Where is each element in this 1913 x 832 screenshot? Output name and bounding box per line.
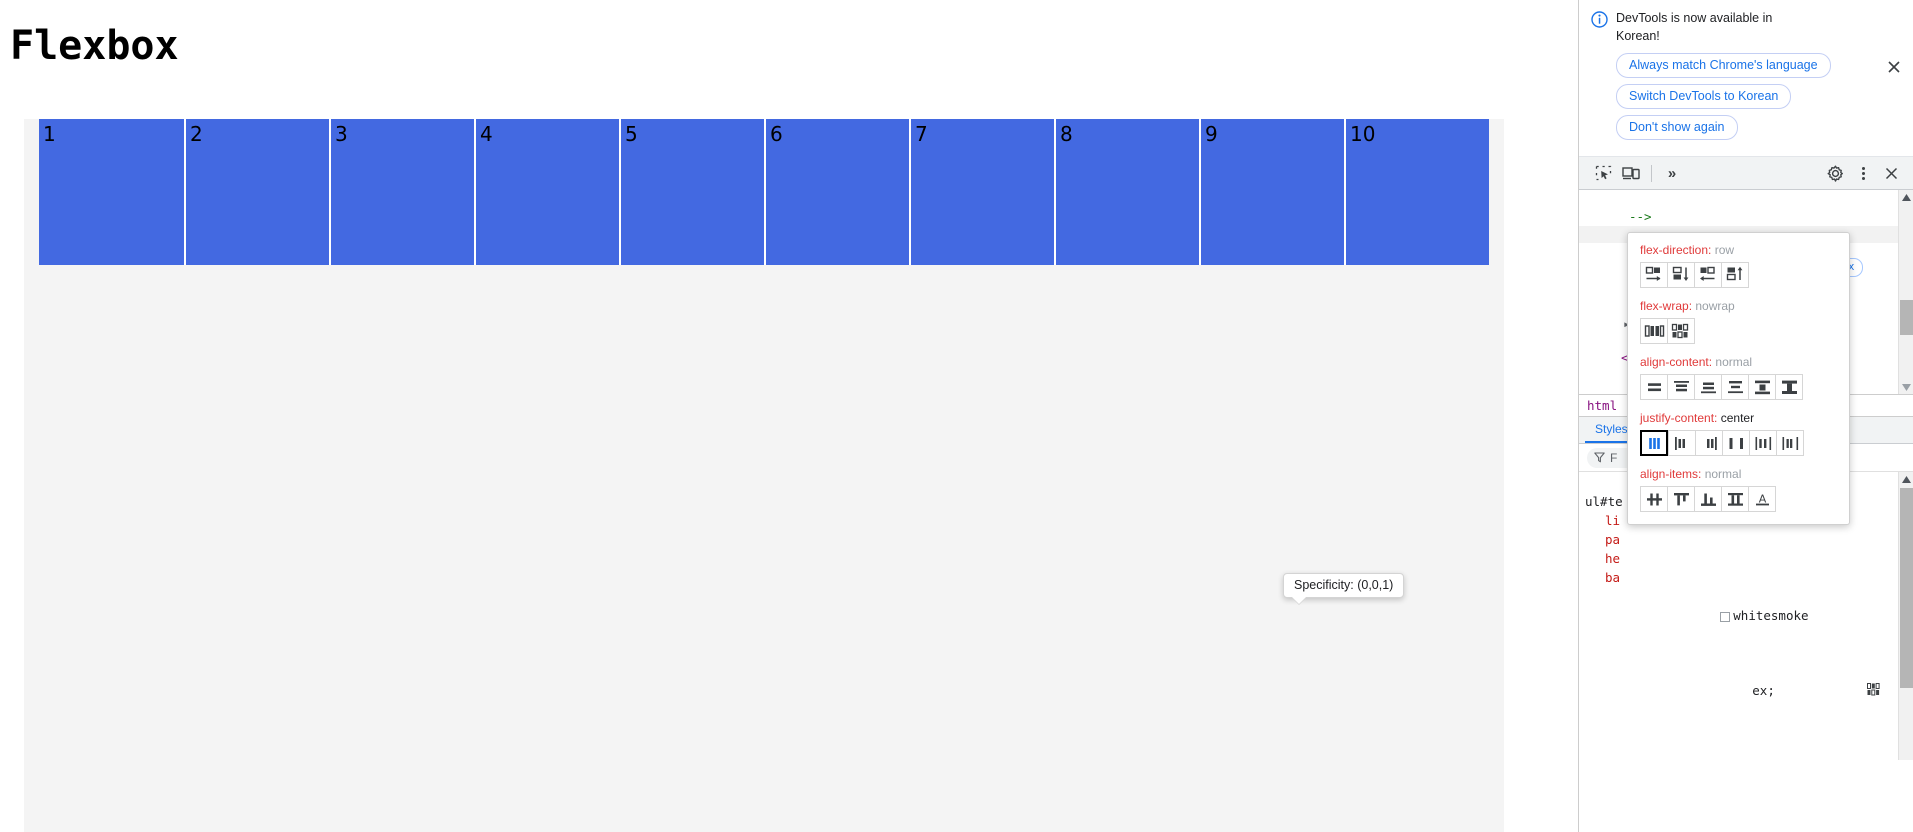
toolbar-divider	[1651, 164, 1652, 182]
filter-placeholder-text: F	[1610, 450, 1618, 465]
flex-wrap-label: flex-wrap: nowrap	[1640, 299, 1735, 313]
flex-direction-options	[1640, 262, 1837, 288]
align-content-space-between-icon[interactable]	[1748, 374, 1776, 400]
flex-direction-column-reverse-icon[interactable]	[1721, 262, 1749, 288]
flex-item: 5	[619, 119, 764, 265]
flex-item: 10	[1344, 119, 1489, 265]
flexbox-editor-popup[interactable]: flex-direction: row	[1627, 232, 1850, 525]
devtools-toolbar: »	[1579, 157, 1913, 190]
inspect-element-icon[interactable]	[1589, 160, 1617, 186]
info-circle-icon	[1591, 11, 1608, 28]
flex-item: 1	[39, 119, 184, 265]
css-declaration-justify-content[interactable]: ent: center;	[1585, 739, 1913, 760]
flex-item: 4	[474, 119, 619, 265]
flex-wrap-wrap-icon[interactable]	[1667, 318, 1695, 344]
close-icon[interactable]	[1885, 58, 1903, 76]
dom-line-comment-partial	[1579, 192, 1913, 209]
align-items-baseline-icon[interactable]: A	[1748, 486, 1776, 512]
css-declaration-background[interactable]: whitesmoke	[1585, 587, 1913, 644]
styles-scroll-thumb[interactable]	[1900, 488, 1913, 688]
flex-editor-group-flex-direction: flex-direction: row	[1640, 243, 1837, 288]
infobar-body: DevTools is now available in Korean! Alw…	[1616, 9, 1903, 146]
align-content-stretch-icon[interactable]	[1775, 374, 1803, 400]
more-tabs-button[interactable]: »	[1667, 164, 1677, 182]
justify-content-space-evenly-icon[interactable]	[1776, 430, 1804, 456]
styles-scrollbar[interactable]	[1898, 472, 1913, 760]
justify-content-options	[1640, 430, 1837, 456]
flex-item: 6	[764, 119, 909, 265]
css-declaration-display[interactable]: ex;	[1585, 644, 1913, 739]
justify-content-space-around-icon[interactable]	[1749, 430, 1777, 456]
align-items-stretch-icon[interactable]	[1721, 486, 1749, 512]
flexbox-editor-icon[interactable]	[1777, 663, 1880, 720]
flex-direction-column-icon[interactable]	[1667, 262, 1695, 288]
svg-text:A: A	[1758, 492, 1766, 505]
align-content-label: align-content: normal	[1640, 355, 1753, 369]
device-toolbar-icon[interactable]	[1617, 160, 1645, 186]
dom-line-comment-end: -->	[1629, 209, 1652, 224]
flex-editor-group-align-items: align-items: normal	[1640, 467, 1837, 512]
switch-devtools-to-korean-button[interactable]: Switch DevTools to Korean	[1616, 84, 1792, 109]
dom-tree-scroll-thumb[interactable]	[1900, 300, 1913, 335]
filter-icon	[1594, 452, 1605, 463]
justify-content-space-between-icon[interactable]	[1722, 430, 1750, 456]
flex-item: 7	[909, 119, 1054, 265]
breadcrumb-item-html[interactable]: html	[1587, 398, 1618, 413]
dont-show-again-button[interactable]: Don't show again	[1616, 115, 1738, 140]
flex-editor-group-justify-content: justify-content: center	[1640, 411, 1837, 456]
align-items-options: A	[1640, 486, 1837, 512]
flex-item: 8	[1054, 119, 1199, 265]
flex-direction-row-icon[interactable]	[1640, 262, 1668, 288]
more-options-icon[interactable]	[1849, 160, 1877, 186]
tab-styles[interactable]: Styles	[1585, 417, 1638, 443]
flex-item: 2	[184, 119, 329, 265]
css-rule-ul-test[interactable]: ul#te li pa he ba whitesmoke ex;	[1579, 472, 1913, 760]
always-match-chrome-language-button[interactable]: Always match Chrome's language	[1616, 53, 1831, 78]
infobar-message: DevTools is now available in Korean!	[1616, 11, 1773, 43]
align-content-center-icon[interactable]	[1640, 374, 1668, 400]
flex-direction-row-reverse-icon[interactable]	[1694, 262, 1722, 288]
page-viewport: Flexbox 1 2 3 4 5 6 7 8 9 10	[10, 23, 1504, 832]
justify-content-flex-start-icon[interactable]	[1668, 430, 1696, 456]
justify-content-flex-end-icon[interactable]	[1695, 430, 1723, 456]
flex-item: 9	[1199, 119, 1344, 265]
align-content-flex-start-icon[interactable]	[1667, 374, 1695, 400]
dom-line-expand-row[interactable]: ▸	[1579, 316, 1913, 333]
justify-content-label: justify-content: center	[1640, 411, 1755, 425]
css-declaration[interactable]: li	[1605, 513, 1621, 528]
specificity-tooltip: Specificity: (0,0,1)	[1283, 573, 1405, 598]
align-items-flex-end-icon[interactable]	[1694, 486, 1722, 512]
css-declaration[interactable]: he	[1605, 551, 1621, 566]
flex-container: 1 2 3 4 5 6 7 8 9 10	[24, 119, 1504, 265]
dom-tree-scrollbar[interactable]	[1898, 190, 1913, 394]
scroll-down-arrow-icon[interactable]	[1899, 380, 1913, 394]
page-background	[24, 265, 1504, 832]
close-devtools-icon[interactable]	[1877, 160, 1905, 186]
color-swatch[interactable]	[1720, 611, 1731, 622]
align-content-options	[1640, 374, 1837, 400]
justify-content-center-icon[interactable]	[1640, 430, 1668, 456]
align-items-label: align-items: normal	[1640, 467, 1742, 481]
scroll-up-arrow-icon[interactable]	[1899, 472, 1913, 487]
css-selector[interactable]: ul#te	[1585, 494, 1623, 509]
page-title: Flexbox	[10, 23, 179, 69]
scroll-up-arrow-icon[interactable]	[1899, 190, 1913, 205]
infobar-buttons: Always match Chrome's language Switch De…	[1616, 53, 1903, 146]
devtools-language-infobar: DevTools is now available in Korean! Alw…	[1579, 0, 1913, 157]
flex-wrap-nowrap-icon[interactable]	[1640, 318, 1668, 344]
flex-wrap-options	[1640, 318, 1837, 344]
flex-editor-group-align-content: align-content: normal	[1640, 355, 1837, 400]
align-items-flex-start-icon[interactable]	[1667, 486, 1695, 512]
css-declaration[interactable]: pa	[1605, 532, 1621, 547]
align-content-flex-end-icon[interactable]	[1694, 374, 1722, 400]
flex-item: 3	[329, 119, 474, 265]
gear-icon[interactable]	[1821, 160, 1849, 186]
flex-direction-label: flex-direction: row	[1640, 243, 1735, 257]
align-content-space-around-icon[interactable]	[1721, 374, 1749, 400]
align-items-center-icon[interactable]	[1640, 486, 1668, 512]
flex-editor-group-flex-wrap: flex-wrap: nowrap	[1640, 299, 1837, 344]
css-declaration[interactable]: ba	[1605, 570, 1621, 585]
